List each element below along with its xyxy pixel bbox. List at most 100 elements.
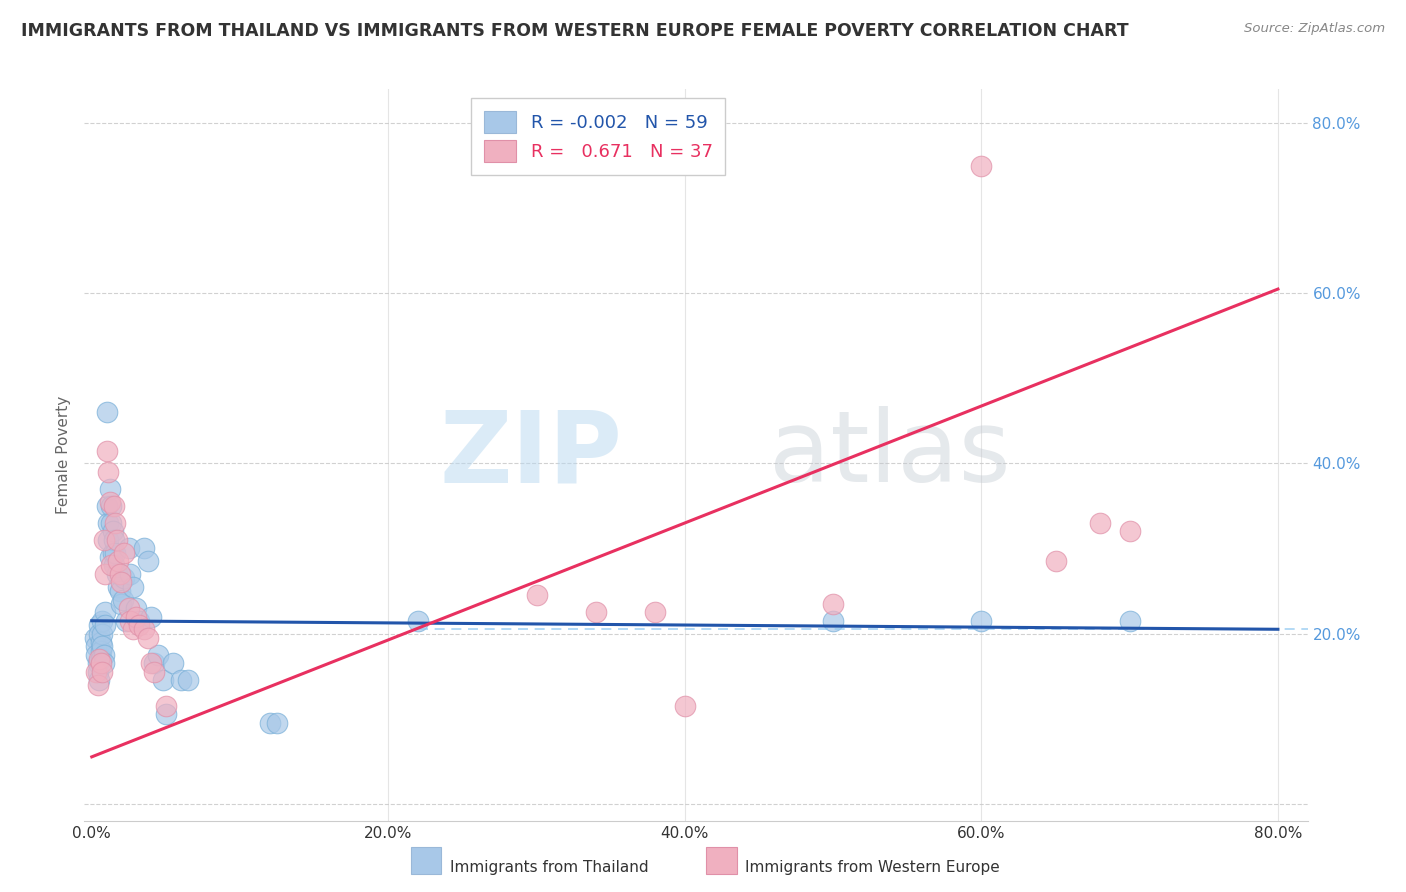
Point bbox=[90, 635, 112, 649]
Point bbox=[93, 648, 115, 662]
Point bbox=[108, 584, 131, 599]
Point bbox=[101, 524, 124, 539]
Point bbox=[115, 614, 138, 628]
Point bbox=[104, 546, 127, 560]
Point bbox=[132, 541, 155, 556]
Text: Immigrants from Thailand: Immigrants from Thailand bbox=[450, 860, 648, 874]
Point bbox=[139, 657, 162, 671]
Point bbox=[177, 673, 200, 688]
Point bbox=[91, 626, 114, 640]
Point bbox=[128, 614, 150, 628]
Point bbox=[91, 665, 114, 679]
Text: Immigrants from Western Europe: Immigrants from Western Europe bbox=[745, 860, 1000, 874]
Point bbox=[98, 549, 121, 564]
Point bbox=[1118, 524, 1140, 539]
Point bbox=[155, 707, 177, 722]
Point bbox=[97, 533, 120, 547]
Y-axis label: Female Poverty: Female Poverty bbox=[56, 396, 72, 514]
Point bbox=[98, 482, 121, 496]
Point bbox=[125, 609, 148, 624]
Point bbox=[136, 554, 159, 568]
Point bbox=[89, 673, 111, 688]
Point bbox=[107, 554, 129, 568]
Point bbox=[644, 605, 666, 619]
Point bbox=[104, 516, 127, 530]
Point bbox=[94, 618, 117, 632]
Point bbox=[91, 614, 114, 628]
Point bbox=[103, 558, 125, 573]
Point bbox=[96, 405, 118, 419]
Point bbox=[1118, 614, 1140, 628]
Point bbox=[970, 614, 993, 628]
Point bbox=[84, 640, 107, 654]
Point bbox=[139, 609, 162, 624]
Point bbox=[105, 566, 128, 581]
Point bbox=[823, 597, 845, 611]
Point bbox=[103, 533, 125, 547]
Point bbox=[111, 592, 134, 607]
Point bbox=[406, 614, 429, 628]
Point bbox=[103, 499, 125, 513]
Point bbox=[128, 618, 150, 632]
Text: atlas: atlas bbox=[769, 407, 1011, 503]
Point bbox=[89, 652, 111, 666]
Legend: R = -0.002   N = 59, R =   0.671   N = 37: R = -0.002 N = 59, R = 0.671 N = 37 bbox=[471, 98, 725, 175]
Point bbox=[155, 698, 177, 713]
Point bbox=[125, 601, 148, 615]
Point bbox=[152, 673, 174, 688]
Point bbox=[93, 657, 115, 671]
Point bbox=[143, 665, 166, 679]
Point bbox=[122, 622, 145, 636]
Text: ZIP: ZIP bbox=[440, 407, 623, 503]
Point bbox=[170, 673, 193, 688]
Point bbox=[266, 715, 288, 730]
Point bbox=[148, 648, 170, 662]
Point bbox=[118, 541, 141, 556]
Point bbox=[96, 499, 118, 513]
Point bbox=[89, 618, 111, 632]
Point bbox=[120, 614, 142, 628]
Point bbox=[86, 677, 108, 691]
Point bbox=[101, 546, 124, 560]
Point bbox=[1045, 554, 1067, 568]
Point bbox=[83, 631, 105, 645]
Point bbox=[673, 698, 696, 713]
Point bbox=[108, 566, 131, 581]
Point bbox=[120, 566, 142, 581]
Point bbox=[526, 588, 548, 602]
Point bbox=[585, 605, 607, 619]
Point bbox=[136, 631, 159, 645]
Point bbox=[98, 494, 121, 508]
Point bbox=[86, 665, 108, 679]
Point bbox=[97, 516, 120, 530]
Text: IMMIGRANTS FROM THAILAND VS IMMIGRANTS FROM WESTERN EUROPE FEMALE POVERTY CORREL: IMMIGRANTS FROM THAILAND VS IMMIGRANTS F… bbox=[21, 22, 1129, 40]
Point bbox=[89, 626, 111, 640]
Point bbox=[162, 657, 184, 671]
Point bbox=[132, 622, 155, 636]
Point bbox=[84, 648, 107, 662]
Point bbox=[91, 640, 114, 654]
Point bbox=[110, 575, 132, 590]
Point bbox=[96, 443, 118, 458]
Point bbox=[259, 715, 281, 730]
Point bbox=[84, 665, 107, 679]
Point bbox=[100, 499, 122, 513]
Point bbox=[94, 566, 117, 581]
Point bbox=[112, 546, 135, 560]
Point bbox=[100, 558, 122, 573]
Text: Source: ZipAtlas.com: Source: ZipAtlas.com bbox=[1244, 22, 1385, 36]
Point bbox=[107, 580, 129, 594]
Point bbox=[118, 601, 141, 615]
Point bbox=[90, 643, 112, 657]
Point bbox=[86, 657, 108, 671]
Point bbox=[100, 516, 122, 530]
Point bbox=[143, 657, 166, 671]
Point bbox=[110, 597, 132, 611]
Point bbox=[112, 571, 135, 585]
Point bbox=[1088, 516, 1111, 530]
Point bbox=[823, 614, 845, 628]
Point bbox=[90, 657, 112, 671]
Point bbox=[94, 605, 117, 619]
Point bbox=[97, 465, 120, 479]
Point bbox=[122, 580, 145, 594]
